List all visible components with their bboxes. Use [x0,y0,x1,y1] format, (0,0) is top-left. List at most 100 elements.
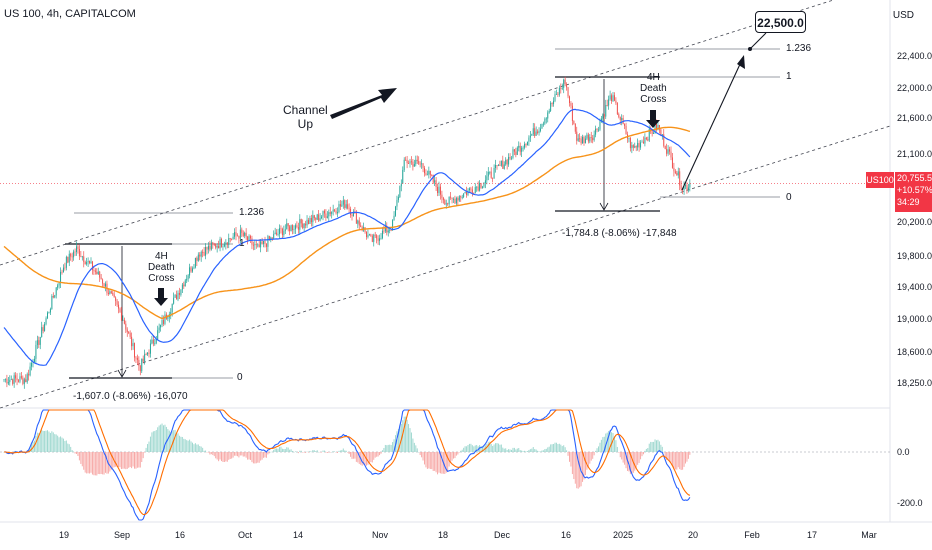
macd-histogram-bar [458,452,460,453]
candle-body [406,159,408,164]
candle-body [16,378,18,381]
candle-body [4,378,6,380]
candle-body [251,238,253,245]
macd-histogram-bar [45,430,47,452]
candle-body [350,208,352,215]
candle-body [447,203,449,205]
candle-body [392,220,394,231]
macd-histogram-bar [70,446,72,452]
candle-body [226,242,228,245]
macd-histogram-bar [350,452,352,457]
macd-histogram-bar [76,452,77,454]
candle-body [493,167,495,179]
macd-histogram-bar [242,452,244,457]
candle-body [310,218,312,223]
candle-body [99,271,101,278]
candle-body [51,296,53,310]
macd-histogram-bar [596,448,598,452]
macd-histogram-bar [241,452,243,456]
macd-histogram-bar [561,446,563,452]
candle-body [582,136,584,144]
macd-y-tick-label: 0.0 [897,447,910,457]
death-cross-right[interactable]: 4H Death Cross [640,72,667,105]
candle-body [651,131,653,134]
macd-histogram-bar [57,435,59,452]
macd-histogram-bar [441,452,443,474]
candle-body [486,176,488,181]
macd-histogram-bar [80,452,82,464]
candle-body [444,200,446,205]
macd-histogram-bar [450,452,452,464]
macd-histogram-bar [509,449,511,452]
macd-histogram-bar [396,431,398,452]
candle-body [351,214,353,217]
macd-histogram-bar [13,451,15,452]
candle-body [534,128,536,136]
macd-histogram-bar [447,452,449,472]
macd-histogram-bar [408,424,410,452]
macd-histogram-bar [234,452,236,456]
macd-histogram-bar [471,445,473,452]
candle-body [154,343,156,345]
candle-body [473,192,475,194]
macd-histogram-bar [583,452,585,480]
candle-body [474,187,476,194]
macd-histogram-bar [52,432,54,452]
macd-histogram-bar [461,449,463,452]
macd-histogram-bar [176,432,178,452]
candle-body [618,114,620,118]
candle-body [522,147,524,149]
fib-right-1: 1 [786,71,792,82]
macd-histogram-bar [231,452,233,459]
macd-histogram-bar [589,452,591,464]
candle-body [255,244,257,246]
macd-histogram-bar [490,443,492,452]
macd-histogram-bar [383,447,385,452]
candle-body [180,289,182,295]
channel-label[interactable]: Channel Up [283,103,328,131]
macd-histogram-bar [90,452,92,473]
candle-body [567,87,569,97]
x-tick-label: Mar [861,530,877,540]
candle-body [107,292,109,295]
macd-histogram-bar [399,425,401,452]
candle-body [438,186,440,194]
macd-histogram-bar [598,446,599,452]
symbol-title[interactable]: US 100, 4h, CAPITALCOM [4,8,136,20]
macd-histogram-bar [448,452,450,467]
macd-histogram-bar [379,452,381,456]
candle-body [289,226,291,232]
y-tick-label: 22,400.0 [897,51,932,61]
x-tick-label: 16 [561,530,571,540]
macd-histogram-bar [94,452,96,476]
candle-body [49,309,51,313]
channel-label-line2: Up [297,117,314,131]
candle-body [148,352,150,354]
candle-body [296,225,298,228]
currency-label[interactable]: USD [892,10,914,21]
candle-body [584,138,586,143]
macd-histogram-bar [526,451,528,452]
macd-histogram-bar [377,452,379,457]
macd-histogram-bar [593,452,595,456]
macd-histogram-bar [495,443,497,452]
macd-histogram-bar [329,452,331,453]
macd-histogram-bar [296,451,298,453]
macd-histogram-bar [279,447,280,452]
candle-body [557,93,559,95]
candle-body [419,163,421,165]
macd-histogram-bar [174,429,176,452]
macd-histogram-bar [93,452,95,476]
death-cross-right-2: Death [640,83,667,94]
macd-y-tick-label: -200.0 [897,498,923,508]
candle-body [531,134,533,136]
candle-body [450,196,452,198]
macd-histogram-bar [657,439,659,452]
macd-histogram-bar [544,449,546,452]
death-cross-left[interactable]: 4H Death Cross [148,251,175,284]
candle-body [93,270,95,271]
macd-histogram-bar [615,440,617,452]
target-callout[interactable]: 22,500.0 [755,11,806,33]
